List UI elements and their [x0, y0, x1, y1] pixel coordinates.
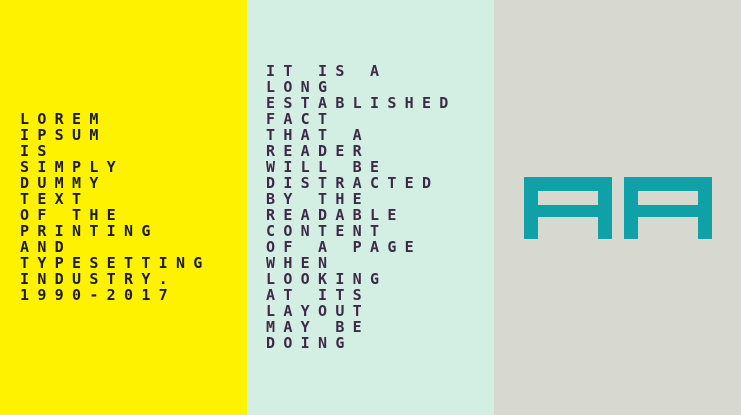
sample-text-line: ESTABLISHED: [266, 94, 457, 112]
sample-text-line: SIMPLY: [20, 158, 124, 176]
sample-text-line: BY THE: [266, 190, 370, 208]
sample-text-line: OF THE: [20, 206, 124, 224]
sample-text-established: IT IS A LONG ESTABLISHED FACT THAT A READER WI…: [266, 63, 457, 351]
sample-text-line: LONG: [266, 78, 336, 96]
sample-text-line: LAYOUT: [266, 302, 370, 320]
sample-text-line: INDUSTRY.: [20, 270, 176, 288]
sample-text-line: AND: [20, 238, 72, 256]
sample-text-line: READER: [266, 142, 370, 160]
sample-text-line: OF A PAGE: [266, 238, 422, 256]
sample-text-line: TYPESETTING: [20, 254, 211, 272]
sample-text-line: 1990-2017: [20, 286, 176, 304]
sample-text-lorem: LOREM IPSUM IS SIMPLY DUMMY TEXT OF THE PRINTIN…: [20, 111, 211, 303]
sample-text-line: WILL BE: [266, 158, 388, 176]
sample-text-line: READABLE: [266, 206, 405, 224]
sample-text-line: MAY BE: [266, 318, 370, 336]
sample-text-line: WHEN: [266, 254, 336, 272]
sample-text-line: IT IS A: [266, 62, 388, 80]
sample-panel-gray: [494, 0, 741, 415]
sample-text-line: THAT A: [266, 126, 370, 144]
sample-panel-yellow: LOREM IPSUM IS SIMPLY DUMMY TEXT OF THE PRINTIN…: [0, 0, 247, 415]
sample-text-line: FACT: [266, 110, 336, 128]
sample-text-line: AT ITS: [266, 286, 370, 304]
sample-text-line: LOREM: [20, 110, 107, 128]
sample-panel-mint: IT IS A LONG ESTABLISHED FACT THAT A READER WI…: [247, 0, 494, 415]
sample-text-line: TEXT: [20, 190, 90, 208]
sample-text-line: DISTRACTED: [266, 174, 440, 192]
sample-text-line: IS: [20, 142, 55, 160]
sample-text-line: DUMMY: [20, 174, 107, 192]
sample-text-line: LOOKING: [266, 270, 388, 288]
sample-text-line: DOING: [266, 334, 353, 352]
sample-text-line: CONTENT: [266, 222, 388, 240]
sample-text-line: IPSUM: [20, 126, 107, 144]
glyph-preview-aa: [524, 177, 712, 239]
sample-text-line: PRINTING: [20, 222, 159, 240]
